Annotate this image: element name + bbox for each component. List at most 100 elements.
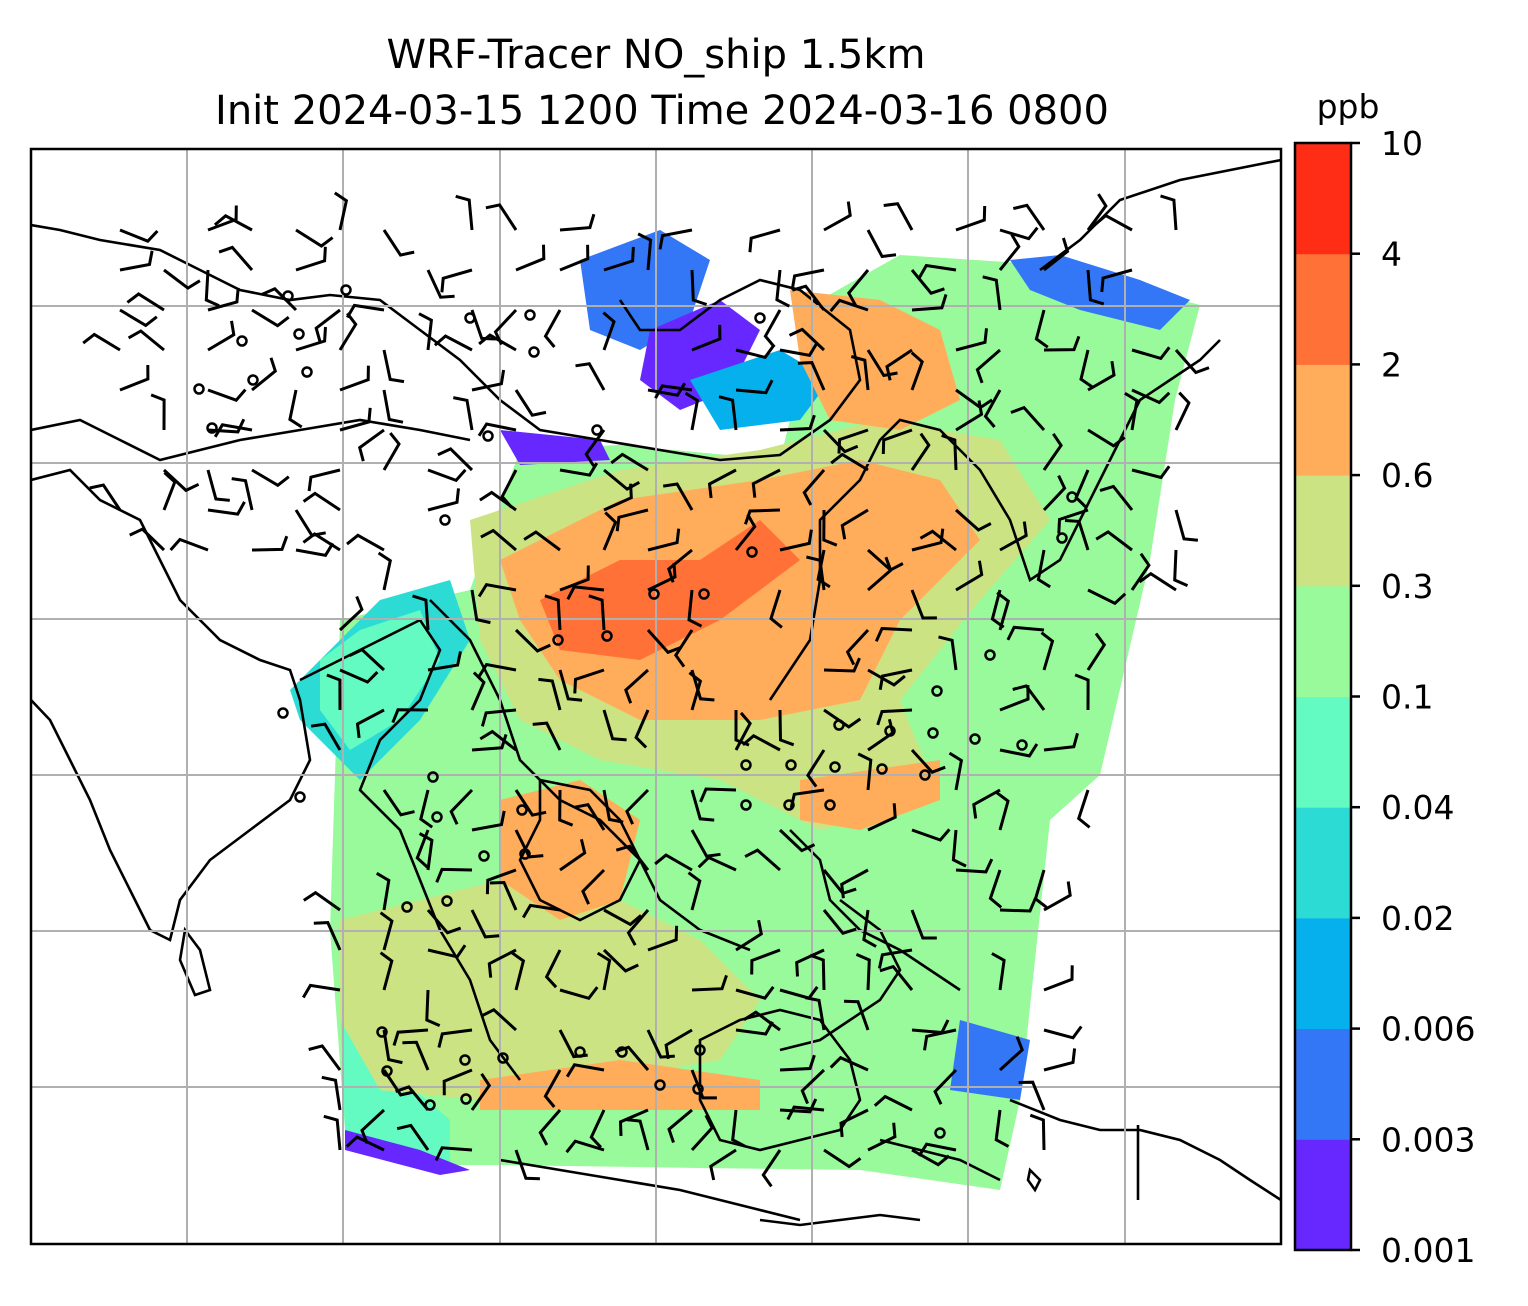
wind-barb <box>910 748 946 774</box>
wind-barb <box>615 844 650 871</box>
wind-barb <box>382 432 401 471</box>
wind-barb <box>559 986 599 1001</box>
wind-barb <box>862 909 877 948</box>
wind-barb <box>876 708 913 726</box>
calm-wind-marker <box>601 630 613 642</box>
wind-barb <box>1086 193 1108 231</box>
wind-barb <box>602 709 627 742</box>
wind-barb <box>480 528 517 552</box>
wind-barb <box>941 434 958 471</box>
wind-barb <box>610 452 649 472</box>
wind-barb <box>382 1069 415 1097</box>
wind-barb <box>955 328 988 352</box>
wind-barb <box>1079 349 1094 389</box>
wind-barb <box>778 709 795 747</box>
wind-barb <box>360 1108 386 1144</box>
wind-barb <box>823 708 862 729</box>
wind-barb <box>489 880 518 911</box>
wind-barb <box>867 803 897 832</box>
calm-wind-marker <box>424 1099 436 1111</box>
wind-barb <box>955 508 992 532</box>
wind-barb <box>523 530 561 552</box>
wind-barb <box>790 268 825 290</box>
wind-barb <box>1100 268 1133 293</box>
wind-barb <box>357 428 385 462</box>
wind-barb <box>994 1109 1010 1148</box>
wind-barb <box>735 345 775 360</box>
calm-wind-marker <box>236 335 248 347</box>
wind-barb <box>251 468 290 488</box>
calm-wind-marker <box>969 733 981 745</box>
wind-barb <box>999 521 1028 552</box>
wind-barb <box>345 1135 385 1152</box>
map-frame <box>29 147 1283 1246</box>
calm-wind-marker <box>740 759 752 771</box>
wind-barb <box>1043 335 1081 352</box>
wind-barb <box>477 422 517 437</box>
wind-barb <box>379 951 394 991</box>
wind-barb <box>1010 405 1046 431</box>
wind-barb <box>307 468 341 492</box>
wind-barb <box>543 309 562 348</box>
wind-barb <box>1095 530 1133 552</box>
wind-barb <box>1042 474 1067 512</box>
calm-wind-marker <box>340 284 352 296</box>
wind-barb <box>392 1028 429 1046</box>
wind-barb <box>346 303 385 319</box>
wind-barb <box>532 721 562 751</box>
wind-barb <box>975 348 1001 384</box>
wind-barb <box>778 828 816 853</box>
wind-barb <box>687 589 703 628</box>
wind-barb <box>850 355 870 391</box>
wind-barb <box>972 788 1001 819</box>
wind-barb <box>207 205 238 232</box>
wind-barbs <box>82 191 1210 1188</box>
wind-barb <box>573 803 606 831</box>
wind-barb <box>877 948 913 969</box>
wind-barb <box>581 868 606 905</box>
wind-barb <box>559 565 590 592</box>
wind-barb <box>911 293 948 312</box>
wind-barb <box>471 810 506 832</box>
calm-wind-marker <box>524 309 536 321</box>
wind-barb <box>480 1007 518 1032</box>
wind-barb <box>470 671 486 711</box>
calm-wind-marker <box>934 1127 946 1139</box>
wind-barb <box>684 391 700 431</box>
wind-barb <box>996 591 1011 631</box>
wind-barb <box>415 829 430 869</box>
wind-barb <box>1174 349 1210 375</box>
colorbar-tick-label: 0.001 <box>1381 1231 1475 1270</box>
wind-barb <box>1034 309 1049 349</box>
wind-barb <box>917 1142 957 1157</box>
wind-barb <box>1124 392 1139 431</box>
wind-barb <box>558 669 583 702</box>
wind-barb <box>779 342 819 357</box>
wind-barb <box>874 626 913 642</box>
wind-barb <box>559 462 599 477</box>
wind-barb <box>709 1148 737 1181</box>
wind-barb <box>845 628 870 666</box>
wind-barb <box>440 268 473 293</box>
wind-barb <box>119 250 154 272</box>
wind-barb <box>923 1028 957 1051</box>
wind-barb <box>995 791 1010 831</box>
wind-barb <box>588 594 606 631</box>
wind-barb <box>514 389 547 417</box>
wind-barb <box>207 388 247 402</box>
calm-wind-marker <box>441 895 453 907</box>
wind-barb <box>910 909 937 940</box>
wind-barb <box>355 708 385 739</box>
wind-barb <box>437 1028 473 1048</box>
wind-barb <box>1006 625 1045 641</box>
colorbar-label: ppb <box>1317 87 1380 126</box>
wind-barb <box>839 1108 869 1138</box>
wind-barb <box>382 229 415 257</box>
calm-wind-marker <box>1056 532 1068 544</box>
wind-barb <box>938 635 958 671</box>
wind-barb <box>741 733 781 752</box>
wind-barb <box>910 589 937 620</box>
wind-barb <box>89 483 122 511</box>
wind-barb <box>1076 789 1091 829</box>
wind-barb <box>418 832 434 871</box>
